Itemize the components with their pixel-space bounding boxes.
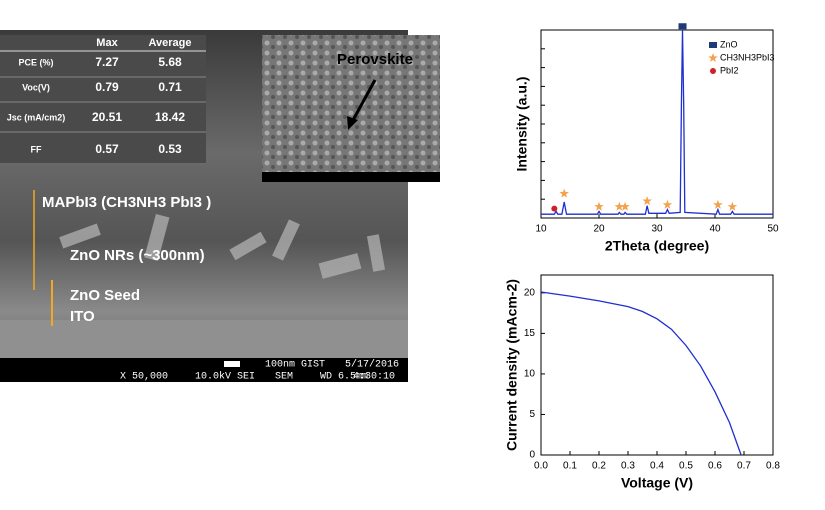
sem-info: X 50,000 — [120, 372, 168, 383]
x-axis-label: Voltage (V) — [621, 475, 693, 491]
table-cell: 20.51 — [92, 110, 122, 124]
table-cell: FF — [31, 144, 42, 154]
marker — [678, 23, 687, 30]
table-header: Average — [148, 37, 191, 49]
x-tick-label: 0.5 — [679, 461, 693, 472]
x-tick-label: 40 — [709, 224, 721, 235]
y-axis-label: Current density (mAcm-2) — [504, 279, 520, 451]
inset-bar — [262, 172, 440, 182]
marker — [620, 201, 630, 211]
table-cell: Voc(V) — [22, 82, 50, 92]
y-tick-label: 10 — [524, 369, 536, 380]
y-axis-label: Intensity (a.u.) — [514, 77, 530, 172]
layer-label: ZnO NRs (~300nm) — [70, 247, 205, 264]
y-tick-label: 0 — [529, 450, 535, 461]
table-cell: Jsc (mA/cm2) — [7, 112, 66, 122]
table-cell: 5.68 — [158, 55, 182, 69]
x-tick-label: 0.3 — [621, 461, 635, 472]
table-bg — [0, 35, 206, 165]
marker — [727, 201, 738, 211]
layer-label: ZnO Seed — [70, 287, 140, 304]
table-cell: 0.53 — [158, 142, 182, 156]
x-tick-label: 0.1 — [563, 461, 577, 472]
line — [541, 291, 742, 455]
line — [541, 29, 773, 215]
table-cell: PCE (%) — [18, 57, 53, 67]
marker — [708, 53, 718, 62]
table-cell: 0.79 — [95, 80, 119, 94]
x-tick-label: 10 — [535, 224, 547, 235]
x-tick-label: 0.6 — [708, 461, 722, 472]
legend-label: ZnO — [720, 39, 738, 49]
table-header: Max — [96, 37, 118, 49]
y-tick-label: 15 — [524, 328, 536, 339]
x-tick-label: 0.7 — [737, 461, 751, 472]
marker — [642, 196, 652, 206]
x-tick-label: 0.0 — [534, 461, 548, 472]
marker — [710, 68, 716, 74]
sem-info-bar — [0, 358, 408, 382]
marker — [713, 199, 723, 209]
x-tick-label: 0.2 — [592, 461, 606, 472]
ito-layer — [0, 320, 408, 358]
table-cell: 0.71 — [158, 80, 182, 94]
marker — [614, 201, 625, 211]
y-tick-label: 20 — [524, 287, 536, 298]
table-cell: 18.42 — [155, 110, 185, 124]
x-axis-label: 2Theta (degree) — [605, 238, 709, 254]
sem-info: 100nm GIST — [265, 360, 325, 371]
scale-bar — [224, 361, 240, 367]
marker — [551, 205, 558, 212]
x-tick-label: 0.4 — [650, 461, 664, 472]
layer-label: MAPbI3 (CH3NH3 PbI3 ) — [42, 194, 211, 211]
table-cell: 0.57 — [95, 142, 119, 156]
sem-info: 10.0kV SEI — [195, 371, 255, 383]
y-tick-label: 5 — [529, 409, 535, 420]
nanorods — [59, 213, 386, 279]
legend-label: CH3NH3PbI3 — [720, 52, 775, 62]
legend-label: PbI2 — [720, 65, 739, 75]
marker — [709, 42, 717, 48]
sem-info: SEM — [275, 372, 293, 383]
inset-image — [262, 35, 440, 182]
x-tick-label: 30 — [651, 224, 663, 235]
arrowhead — [347, 116, 358, 130]
marker — [559, 188, 569, 198]
plot-frame — [540, 274, 774, 456]
inset-label: Perovskite — [337, 51, 413, 68]
marker — [662, 199, 673, 209]
x-tick-label: 50 — [767, 224, 779, 235]
x-tick-label: 20 — [593, 224, 605, 235]
marker — [594, 201, 604, 211]
x-tick-label: 0.8 — [766, 461, 780, 472]
sem-info: WD 6.5mm — [320, 372, 368, 383]
sem-info: 5/17/2016 — [345, 359, 399, 371]
sem-info: 4:30:10 — [353, 372, 395, 383]
layer-label: ITO — [70, 308, 95, 325]
arrow — [350, 79, 377, 123]
table-cell: 7.27 — [95, 55, 119, 69]
